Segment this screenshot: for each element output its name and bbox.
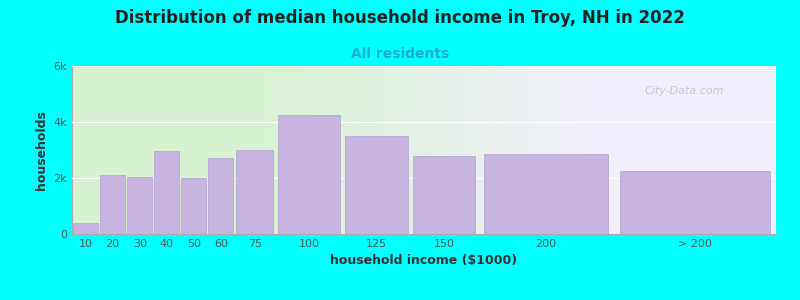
X-axis label: household income ($1000): household income ($1000) [330, 254, 518, 267]
Bar [127, 177, 152, 234]
Bar [278, 115, 340, 234]
Bar [620, 171, 770, 234]
Bar [209, 158, 234, 234]
Bar [483, 154, 608, 234]
Bar [100, 175, 125, 234]
Bar [346, 136, 408, 234]
Text: City-Data.com: City-Data.com [645, 86, 724, 96]
Bar [236, 150, 274, 234]
Text: All residents: All residents [351, 46, 449, 61]
Text: Distribution of median household income in Troy, NH in 2022: Distribution of median household income … [115, 9, 685, 27]
Y-axis label: households: households [35, 110, 48, 190]
Bar [73, 223, 98, 234]
Bar [182, 178, 206, 234]
Bar [413, 156, 475, 234]
Bar [154, 152, 179, 234]
